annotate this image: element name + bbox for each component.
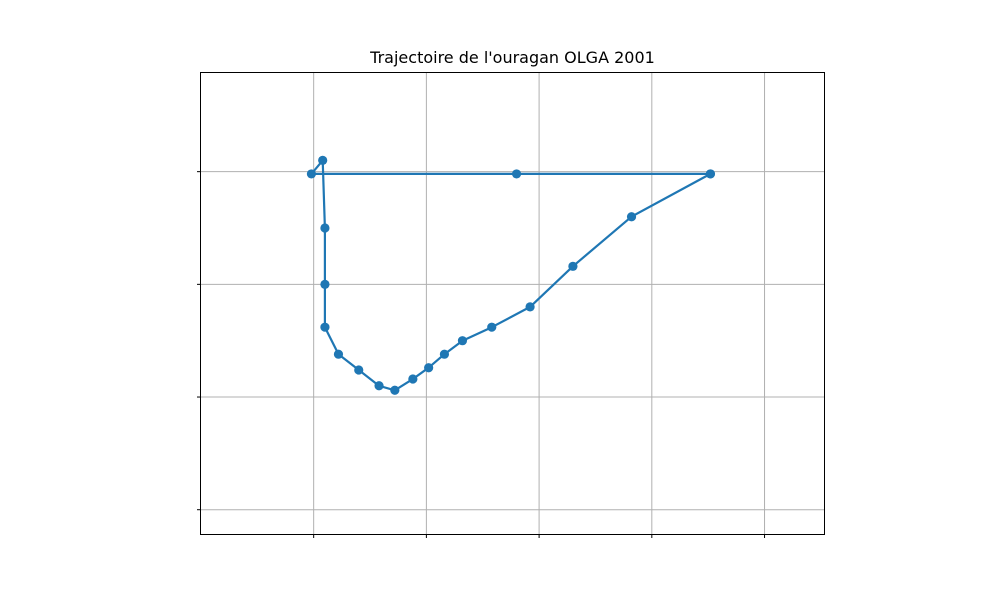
- track-point: [320, 279, 330, 289]
- grid-layer: [200, 72, 825, 535]
- track-point: [457, 336, 468, 346]
- track-point: [408, 374, 418, 384]
- track-point: [487, 322, 497, 332]
- plot-area: [197, 72, 825, 538]
- track-point: [374, 381, 384, 391]
- axes-frame: [200, 72, 825, 535]
- track-point: [333, 349, 344, 359]
- track-point: [354, 365, 364, 375]
- chart-title: Trajectoire de l'ouragan OLGA 2001: [369, 48, 655, 67]
- track-point: [705, 169, 716, 179]
- track-point: [424, 363, 434, 373]
- track-point: [318, 155, 328, 165]
- track-point: [320, 322, 330, 332]
- series-layer: [306, 155, 716, 395]
- ticks-layer: [197, 171, 766, 538]
- track-point: [390, 385, 400, 395]
- track-point: [320, 223, 330, 233]
- track-line: [310, 159, 712, 392]
- track-point: [525, 302, 535, 312]
- track-point: [511, 169, 522, 179]
- track-point: [306, 169, 317, 179]
- track-point: [439, 349, 450, 359]
- track-point: [568, 261, 578, 271]
- track-point: [626, 212, 637, 222]
